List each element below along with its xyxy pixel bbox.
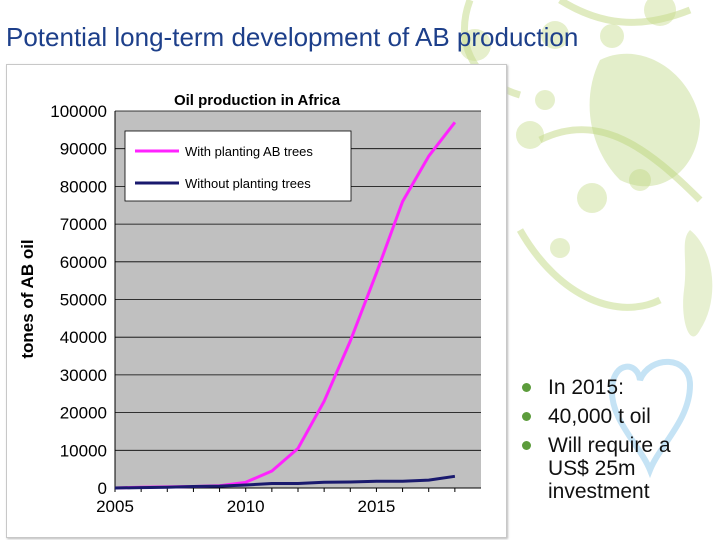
- y-tick-label: 100000: [50, 102, 107, 121]
- y-tick-label: 60000: [60, 253, 107, 272]
- y-tick-label: 20000: [60, 404, 107, 423]
- chart-title: Oil production in Africa: [174, 92, 341, 109]
- y-tick-label: 70000: [60, 215, 107, 234]
- series-line-2: [114, 474, 456, 490]
- tick-labels: 0 10000 20000 30000 40000 50000 60000 70000 8000…: [50, 102, 395, 516]
- slide-title: Potential long-term development of AB pr…: [6, 22, 579, 52]
- y-tick-label: 0: [98, 479, 107, 498]
- bullet-item: In 2015:: [522, 376, 717, 399]
- y-tick-label: 50000: [60, 291, 107, 310]
- x-tick-label: 2010: [227, 497, 265, 516]
- bullet-item: 40,000 t oil: [522, 405, 717, 428]
- x-tick-label: 2005: [96, 497, 134, 516]
- series-lines: [114, 121, 457, 490]
- legend-label: Without planting trees: [185, 176, 311, 191]
- y-tick-label: 40000: [60, 328, 107, 347]
- bullet-item: Will require a US$ 25m investment: [522, 434, 717, 503]
- x-tick-label: 2015: [358, 497, 396, 516]
- bullet-dot: [522, 412, 531, 421]
- bullet-dot: [522, 441, 531, 450]
- bullet-dot: [522, 383, 531, 392]
- y-axis-label: tones of AB oil: [18, 239, 37, 358]
- bullet-text: In 2015:: [548, 376, 624, 399]
- y-tick-label: 10000: [60, 441, 107, 460]
- y-tick-label: 80000: [60, 177, 107, 196]
- bullet-text: 40,000 t oil: [548, 405, 651, 428]
- y-tick-label: 30000: [60, 366, 107, 385]
- y-tick-label: 90000: [60, 140, 107, 159]
- legend-box: [124, 130, 352, 202]
- chart-panel: 0 10000 20000 30000 40000 50000 60000 70000 8000…: [6, 64, 507, 538]
- bullet-list: In 2015: 40,000 t oil Will require a US$…: [522, 376, 717, 509]
- oil-production-chart: 0 10000 20000 30000 40000 50000 60000 70000 8000…: [18, 92, 481, 516]
- chart-legend: With planting AB trees Without planting t…: [124, 130, 352, 202]
- legend-label: With planting AB trees: [185, 144, 313, 159]
- bullet-text: Will require a US$ 25m investment: [548, 434, 671, 503]
